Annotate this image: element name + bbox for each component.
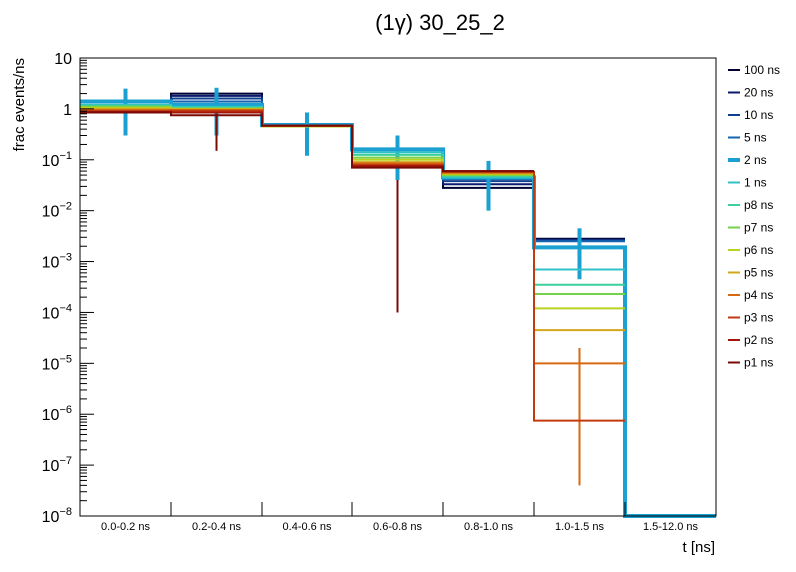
x-tick-label: 0.4-0.6 ns xyxy=(283,521,332,533)
legend-label: 100 ns xyxy=(744,63,780,77)
legend-label: p7 ns xyxy=(744,221,773,235)
legend-label: p6 ns xyxy=(744,243,773,257)
y-axis-label: frac events/ns xyxy=(11,58,28,151)
legend-label: 2 ns xyxy=(744,153,767,167)
legend-box xyxy=(722,58,796,376)
y-tick-label: 10−1 xyxy=(42,150,72,170)
series-line xyxy=(80,97,625,242)
y-tick-label: 10 xyxy=(54,51,72,68)
legend: 100 ns 20 ns 10 ns 5 ns 2 ns 1 ns p8 ns p7 ns p6… xyxy=(722,58,796,376)
axes: 10 1 10−1 10−2 10−3 10−4 10−5 10−6 10−7 10−8 0.0-0… xyxy=(42,51,717,533)
legend-label: p1 ns xyxy=(744,356,773,370)
x-tick-label: 1.0-1.5 ns xyxy=(555,521,604,533)
y-tick-label: 10−2 xyxy=(42,201,72,221)
legend-label: p4 ns xyxy=(744,288,773,302)
legend-label: p5 ns xyxy=(744,266,773,280)
legend-label: p8 ns xyxy=(744,198,773,212)
x-tick-label: 0.2-0.4 ns xyxy=(192,521,241,533)
series-line xyxy=(80,111,534,173)
y-tick-label: 1 xyxy=(63,102,72,119)
x-tick-label: 0.6-0.8 ns xyxy=(373,521,422,533)
chart-title: (1γ) 30_25_2 xyxy=(375,10,505,35)
plot-frame xyxy=(79,57,717,517)
x-tick-label: 0.8-1.0 ns xyxy=(464,521,513,533)
y-tick-label: 10−5 xyxy=(42,353,72,373)
legend-label: 1 ns xyxy=(744,176,767,190)
series-line xyxy=(80,100,625,243)
y-tick-label: 10−7 xyxy=(42,455,72,475)
y-tick-label: 10−4 xyxy=(42,302,72,322)
legend-label: p3 ns xyxy=(744,311,773,325)
legend-label: p2 ns xyxy=(744,333,773,347)
legend-label: 10 ns xyxy=(744,108,773,122)
x-tick-label: 0.0-0.2 ns xyxy=(101,521,150,533)
legend-label: 5 ns xyxy=(744,131,767,145)
x-axis-label: t [ns] xyxy=(682,539,715,556)
y-tick-label: 10−6 xyxy=(42,404,72,424)
legend-label: 20 ns xyxy=(744,86,773,100)
x-tick-label: 1.5-12.0 ns xyxy=(643,521,699,533)
y-tick-label: 10−8 xyxy=(42,506,72,526)
plot-area xyxy=(80,87,716,518)
y-tick-label: 10−3 xyxy=(42,252,72,272)
